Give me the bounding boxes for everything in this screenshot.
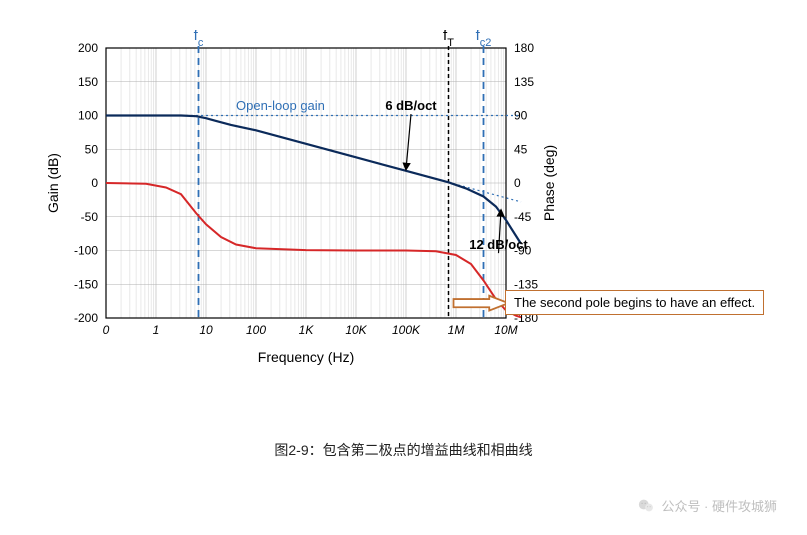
watermark: 公众号 · 硬件攻城狮 [637, 496, 777, 515]
svg-text:Open-loop gain: Open-loop gain [236, 98, 325, 113]
svg-text:0: 0 [103, 323, 110, 337]
svg-text:0: 0 [91, 176, 98, 190]
svg-text:100K: 100K [392, 323, 421, 337]
svg-text:100: 100 [78, 109, 98, 123]
svg-text:1: 1 [153, 323, 160, 337]
svg-text:10: 10 [199, 323, 213, 337]
svg-text:Gain (dB): Gain (dB) [45, 153, 61, 213]
svg-text:10K: 10K [345, 323, 367, 337]
svg-text:45: 45 [514, 142, 528, 156]
watermark-text: 公众号 · 硬件攻城狮 [661, 496, 777, 515]
svg-text:Phase (deg): Phase (deg) [541, 145, 557, 221]
svg-text:-200: -200 [74, 311, 98, 325]
svg-text:150: 150 [78, 75, 98, 89]
chart-svg: 0 1 10 100 1K 10K 100K 1M 10M -200 -150 -100 -50 0 50 1… [30, 30, 570, 380]
svg-text:10M: 10M [494, 323, 517, 337]
bode-chart: 0 1 10 100 1K 10K 100K 1M 10M -200 -150 -100 -50 0 50 1… [30, 30, 570, 380]
svg-text:0: 0 [514, 176, 521, 190]
svg-text:-100: -100 [74, 244, 98, 258]
second-pole-callout: The second pole begins to have an effect… [505, 290, 764, 315]
svg-text:fc: fc [194, 30, 204, 49]
svg-text:50: 50 [85, 142, 99, 156]
svg-text:Frequency (Hz): Frequency (Hz) [258, 349, 354, 365]
svg-text:135: 135 [514, 75, 534, 89]
svg-text:6 dB/oct: 6 dB/oct [385, 98, 437, 113]
svg-text:fc2: fc2 [476, 30, 492, 49]
wechat-icon [637, 497, 655, 515]
svg-text:-45: -45 [514, 210, 532, 224]
svg-text:200: 200 [78, 41, 98, 55]
svg-text:100: 100 [246, 323, 266, 337]
svg-text:1M: 1M [448, 323, 465, 337]
svg-text:180: 180 [514, 41, 534, 55]
svg-text:-150: -150 [74, 277, 98, 291]
svg-text:1K: 1K [299, 323, 315, 337]
svg-text:fT: fT [443, 30, 454, 49]
figure-caption: 图2-9：包含第二极点的增益曲线和相曲线 [0, 440, 807, 460]
svg-text:-50: -50 [81, 210, 99, 224]
callout-text: The second pole begins to have an effect… [514, 295, 755, 310]
